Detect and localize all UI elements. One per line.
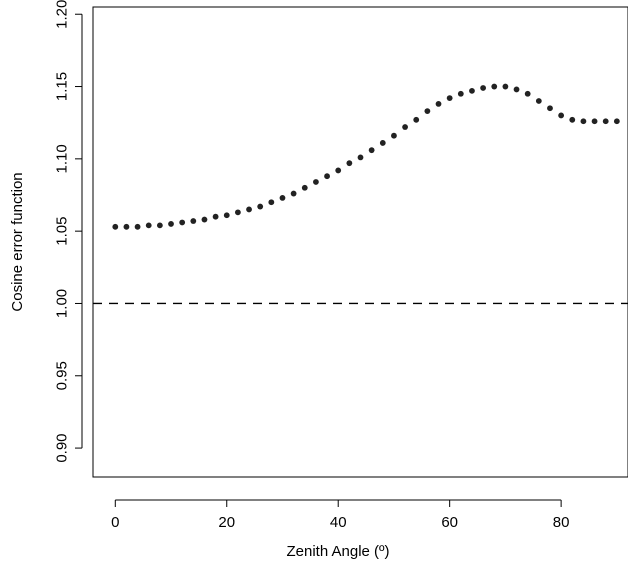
- data-point: [524, 90, 531, 97]
- data-point: [112, 223, 119, 230]
- data-point: [190, 218, 197, 224]
- data-point: [145, 222, 152, 229]
- data-point: [379, 140, 386, 146]
- data-point: [357, 154, 364, 161]
- data-point: [335, 167, 342, 174]
- data-point: [201, 216, 208, 223]
- data-point: [156, 222, 163, 229]
- data-point: [457, 90, 464, 97]
- data-point: [246, 206, 252, 213]
- data-point: [435, 100, 442, 107]
- x-tick-label: 60: [441, 514, 458, 531]
- data-point: [346, 160, 353, 167]
- data-point: [402, 124, 408, 130]
- data-point: [301, 184, 308, 191]
- data-point: [602, 118, 609, 125]
- data-point: [491, 83, 498, 90]
- data-point: [535, 98, 542, 104]
- data-point: [569, 116, 576, 123]
- data-point: [558, 112, 565, 119]
- data-point: [257, 203, 264, 210]
- data-point: [212, 213, 219, 220]
- data-point: [223, 212, 230, 219]
- data-point: [591, 118, 598, 125]
- data-point: [324, 173, 330, 180]
- x-axis-label: Zenith Angle (º): [286, 543, 389, 560]
- data-point: [168, 221, 174, 227]
- data-point: [368, 147, 375, 154]
- data-point: [123, 223, 130, 230]
- data-point: [480, 85, 487, 91]
- data-point: [134, 223, 141, 230]
- plot-frame: [92, 6, 628, 478]
- data-point: [313, 179, 319, 185]
- y-tick-label: 1.20: [54, 0, 71, 29]
- x-tick-label: 20: [218, 514, 235, 531]
- data-point: [234, 209, 241, 216]
- x-axis: 0 20 40 60 80: [111, 499, 570, 531]
- y-tick-label: 1.00: [54, 289, 71, 318]
- data-point: [446, 95, 453, 102]
- data-point: [179, 219, 186, 226]
- x-tick-label: 0: [111, 514, 119, 531]
- data-point: [613, 118, 620, 125]
- x-tick-label: 40: [330, 514, 347, 531]
- data-point: [580, 118, 587, 125]
- y-tick-label: 0.90: [54, 433, 71, 462]
- y-tick-label: 0.95: [54, 361, 71, 390]
- x-tick-label: 80: [553, 514, 570, 531]
- y-tick-label: 1.15: [54, 72, 71, 101]
- data-point: [391, 132, 397, 139]
- y-axis: 0.90 0.95 1.00 1.05 1.10 1.15 1.20: [54, 0, 83, 463]
- y-axis-label: Cosine error function: [9, 172, 26, 311]
- data-point: [547, 105, 553, 112]
- data-point: [424, 108, 431, 115]
- data-point: [279, 194, 286, 201]
- data-point: [290, 190, 297, 197]
- y-tick-label: 1.10: [54, 144, 71, 173]
- data-point: [469, 87, 475, 94]
- data-point: [413, 116, 420, 123]
- y-tick-label: 1.05: [54, 217, 71, 246]
- data-points: [112, 83, 620, 230]
- data-point: [513, 86, 520, 93]
- data-point: [268, 199, 275, 206]
- data-point: [502, 83, 509, 90]
